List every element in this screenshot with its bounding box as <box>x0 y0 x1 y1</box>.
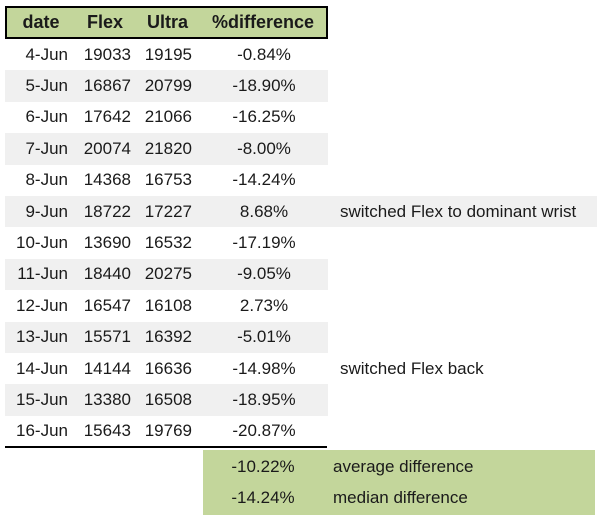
table-row: 12-Jun 16547 16108 2.73% <box>5 290 597 321</box>
header-date[interactable]: date <box>22 12 60 32</box>
summary-row-median: -14.24% median difference <box>203 483 595 514</box>
table-bottom-border <box>5 446 327 448</box>
table-header-row: date Flex Ultra %difference <box>5 6 328 39</box>
note-cell[interactable] <box>328 227 597 258</box>
flex-cell[interactable]: 18440 <box>75 258 135 291</box>
difference-cell[interactable]: -14.98% <box>232 358 296 378</box>
table-row: 4-Jun 19033 19195 -0.84% <box>5 39 597 70</box>
difference-cell[interactable]: -9.05% <box>200 258 328 291</box>
table-row: 15-Jun 13380 16508 -18.95% <box>5 384 597 416</box>
difference-cell[interactable]: -17.19% <box>232 233 296 253</box>
summary-row-average: -10.22% average difference <box>203 452 595 483</box>
table-row: 7-Jun 20074 21820 -8.00% <box>5 133 597 165</box>
date-cell[interactable]: 4-Jun <box>25 44 68 64</box>
ultra-cell[interactable]: 19195 <box>144 44 192 64</box>
note-cell[interactable] <box>328 322 597 353</box>
ultra-cell[interactable]: 16392 <box>135 321 200 353</box>
header-ultra[interactable]: Ultra <box>146 12 188 32</box>
flex-cell[interactable]: 13380 <box>75 384 135 416</box>
header-difference[interactable]: %difference <box>211 12 315 32</box>
date-cell[interactable]: 13-Jun <box>5 321 75 353</box>
flex-cell[interactable]: 15571 <box>75 321 135 353</box>
ultra-cell[interactable]: 16753 <box>144 170 192 190</box>
note-cell[interactable] <box>328 39 597 70</box>
date-cell[interactable]: 9-Jun <box>5 195 75 228</box>
difference-cell[interactable]: -18.95% <box>200 384 328 416</box>
ultra-cell[interactable]: 16108 <box>144 295 192 315</box>
difference-cell[interactable]: -20.87% <box>232 421 296 441</box>
note-cell[interactable] <box>328 70 597 101</box>
median-difference-label[interactable]: median difference <box>333 488 468 507</box>
note-cell[interactable]: switched Flex to dominant wrist <box>328 195 597 228</box>
flex-cell[interactable]: 19033 <box>83 44 131 64</box>
table-row: 8-Jun 14368 16753 -14.24% <box>5 165 597 196</box>
difference-cell[interactable]: -14.24% <box>232 170 296 190</box>
ultra-cell[interactable]: 16636 <box>144 358 192 378</box>
table-row: 11-Jun 18440 20275 -9.05% <box>5 258 597 291</box>
table-row: 10-Jun 13690 16532 -17.19% <box>5 227 597 258</box>
date-cell[interactable]: 15-Jun <box>5 384 75 416</box>
flex-cell[interactable]: 18722 <box>75 195 135 228</box>
ultra-cell[interactable]: 16508 <box>135 384 200 416</box>
flex-cell[interactable]: 14368 <box>83 170 131 190</box>
date-cell[interactable]: 5-Jun <box>5 70 75 102</box>
median-difference-value[interactable]: -14.24% <box>231 488 295 507</box>
difference-cell[interactable]: -16.25% <box>232 107 296 127</box>
table-body: 4-Jun 19033 19195 -0.84% 5-Jun 16867 207… <box>5 39 597 447</box>
flex-cell[interactable]: 14144 <box>83 358 131 378</box>
difference-cell[interactable]: 8.68% <box>200 195 328 228</box>
date-cell[interactable]: 6-Jun <box>25 107 68 127</box>
table-row: 9-Jun 18722 17227 8.68% switched Flex to… <box>5 195 597 228</box>
flex-cell[interactable]: 17642 <box>83 107 131 127</box>
table-row: 14-Jun 14144 16636 -14.98% switched Flex… <box>5 353 597 384</box>
date-cell[interactable]: 14-Jun <box>16 358 68 378</box>
table-row: 5-Jun 16867 20799 -18.90% <box>5 70 597 102</box>
ultra-cell[interactable]: 20275 <box>135 258 200 291</box>
difference-cell[interactable]: -8.00% <box>200 133 328 165</box>
table-row: 13-Jun 15571 16392 -5.01% <box>5 321 597 353</box>
ultra-cell[interactable]: 19769 <box>144 421 192 441</box>
note-cell[interactable] <box>328 133 597 164</box>
date-cell[interactable]: 11-Jun <box>5 258 75 291</box>
difference-cell[interactable]: -5.01% <box>200 321 328 353</box>
table-row: 16-Jun 15643 19769 -20.87% <box>5 416 597 447</box>
average-difference-label[interactable]: average difference <box>333 457 474 476</box>
flex-cell[interactable]: 15643 <box>83 421 131 441</box>
average-difference-value[interactable]: -10.22% <box>231 457 295 476</box>
note-cell[interactable] <box>328 290 597 321</box>
note-cell[interactable]: switched Flex back <box>340 358 484 378</box>
table-row: 6-Jun 17642 21066 -16.25% <box>5 102 597 133</box>
flex-cell[interactable]: 16867 <box>75 70 135 102</box>
ultra-cell[interactable]: 17227 <box>135 195 200 228</box>
flex-cell[interactable]: 13690 <box>83 233 131 253</box>
note-cell[interactable] <box>328 165 597 196</box>
header-flex[interactable]: Flex <box>86 12 124 32</box>
difference-cell[interactable]: -0.84% <box>237 44 291 64</box>
ultra-cell[interactable]: 21820 <box>135 133 200 165</box>
date-cell[interactable]: 12-Jun <box>16 295 68 315</box>
date-cell[interactable]: 8-Jun <box>25 170 68 190</box>
difference-cell[interactable]: 2.73% <box>239 295 289 315</box>
flex-cell[interactable]: 16547 <box>83 295 131 315</box>
ultra-cell[interactable]: 20799 <box>135 70 200 102</box>
date-cell[interactable]: 16-Jun <box>16 421 68 441</box>
note-cell[interactable] <box>328 102 597 133</box>
ultra-cell[interactable]: 16532 <box>144 233 192 253</box>
flex-cell[interactable]: 20074 <box>75 133 135 165</box>
difference-cell[interactable]: -18.90% <box>200 70 328 102</box>
summary-block: -10.22% average difference -14.24% media… <box>203 450 595 515</box>
date-cell[interactable]: 7-Jun <box>5 133 75 165</box>
note-cell[interactable] <box>328 384 597 415</box>
ultra-cell[interactable]: 21066 <box>144 107 192 127</box>
note-cell[interactable] <box>328 416 597 447</box>
date-cell[interactable]: 10-Jun <box>16 233 68 253</box>
note-cell[interactable] <box>328 259 597 290</box>
